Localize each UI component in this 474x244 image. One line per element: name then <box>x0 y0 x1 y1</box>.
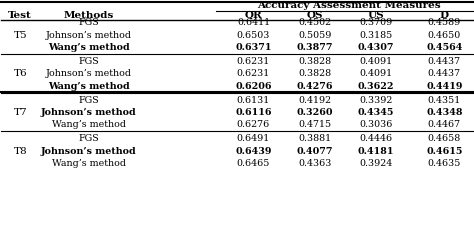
Text: FGS: FGS <box>78 57 99 66</box>
Text: US: US <box>368 11 384 20</box>
Text: 0.4502: 0.4502 <box>298 18 331 27</box>
Text: 0.4307: 0.4307 <box>358 43 394 52</box>
Text: 0.3036: 0.3036 <box>359 120 392 129</box>
Text: 0.3392: 0.3392 <box>359 96 392 105</box>
Text: 0.6491: 0.6491 <box>237 134 270 143</box>
Text: 0.4091: 0.4091 <box>359 69 392 78</box>
Text: FGS: FGS <box>78 134 99 143</box>
Text: 0.3709: 0.3709 <box>359 18 392 27</box>
Text: FGS: FGS <box>78 18 99 27</box>
Text: 0.6371: 0.6371 <box>235 43 272 52</box>
Text: 0.3185: 0.3185 <box>359 31 392 40</box>
Text: Wang’s method: Wang’s method <box>48 43 129 52</box>
Text: 0.4351: 0.4351 <box>428 96 461 105</box>
Text: 0.4635: 0.4635 <box>428 159 461 168</box>
Text: Methods: Methods <box>64 11 114 20</box>
Text: Johnson’s method: Johnson’s method <box>41 147 137 155</box>
Text: 0.5059: 0.5059 <box>298 31 331 40</box>
Text: 0.6206: 0.6206 <box>235 82 272 91</box>
Text: T7: T7 <box>13 108 27 117</box>
Text: 0.3881: 0.3881 <box>298 134 331 143</box>
Text: Johnson’s method: Johnson’s method <box>46 31 132 40</box>
Text: 0.4658: 0.4658 <box>428 134 461 143</box>
Text: 0.6231: 0.6231 <box>237 69 270 78</box>
Text: T6: T6 <box>13 69 27 78</box>
Text: FGS: FGS <box>78 96 99 105</box>
Text: 0.6439: 0.6439 <box>235 147 272 155</box>
Text: D: D <box>440 11 449 20</box>
Text: 0.4077: 0.4077 <box>297 147 333 155</box>
Text: 0.4345: 0.4345 <box>358 108 394 117</box>
Text: 0.4091: 0.4091 <box>359 57 392 66</box>
Text: 0.4419: 0.4419 <box>426 82 463 91</box>
Text: 0.4363: 0.4363 <box>298 159 331 168</box>
Text: Johnson’s method: Johnson’s method <box>41 108 137 117</box>
Text: 0.6465: 0.6465 <box>237 159 270 168</box>
Text: Test: Test <box>9 11 32 20</box>
Text: Johnson’s method: Johnson’s method <box>46 69 132 78</box>
Text: 0.4276: 0.4276 <box>297 82 333 91</box>
Text: 0.6411: 0.6411 <box>237 18 270 27</box>
Text: Wang’s method: Wang’s method <box>48 82 129 91</box>
Text: QR: QR <box>245 11 263 20</box>
Text: 0.4192: 0.4192 <box>298 96 331 105</box>
Text: 0.4181: 0.4181 <box>358 147 394 155</box>
Text: 0.4589: 0.4589 <box>428 18 461 27</box>
Text: 0.6503: 0.6503 <box>237 31 270 40</box>
Text: 0.4348: 0.4348 <box>426 108 463 117</box>
Text: 0.4446: 0.4446 <box>359 134 392 143</box>
Text: 0.6116: 0.6116 <box>235 108 272 117</box>
Text: 0.3828: 0.3828 <box>298 69 331 78</box>
Text: 0.4615: 0.4615 <box>426 147 463 155</box>
Text: Wang’s method: Wang’s method <box>52 120 126 129</box>
Text: 0.4437: 0.4437 <box>428 69 461 78</box>
Text: Accuracy Assessment Measures: Accuracy Assessment Measures <box>257 1 441 10</box>
Text: 0.3828: 0.3828 <box>298 57 331 66</box>
Text: 0.4467: 0.4467 <box>428 120 461 129</box>
Text: 0.4715: 0.4715 <box>298 120 331 129</box>
Text: 0.6276: 0.6276 <box>237 120 270 129</box>
Text: 0.6231: 0.6231 <box>237 57 270 66</box>
Text: 0.3877: 0.3877 <box>297 43 333 52</box>
Text: 0.3260: 0.3260 <box>297 108 333 117</box>
Text: 0.6131: 0.6131 <box>237 96 270 105</box>
Text: T5: T5 <box>13 31 27 40</box>
Text: OS: OS <box>307 11 323 20</box>
Text: T8: T8 <box>13 147 27 155</box>
Text: 0.4650: 0.4650 <box>428 31 461 40</box>
Text: 0.4564: 0.4564 <box>426 43 463 52</box>
Text: 0.4437: 0.4437 <box>428 57 461 66</box>
Text: Wang’s method: Wang’s method <box>52 159 126 168</box>
Text: 0.3622: 0.3622 <box>358 82 394 91</box>
Text: 0.3924: 0.3924 <box>359 159 392 168</box>
